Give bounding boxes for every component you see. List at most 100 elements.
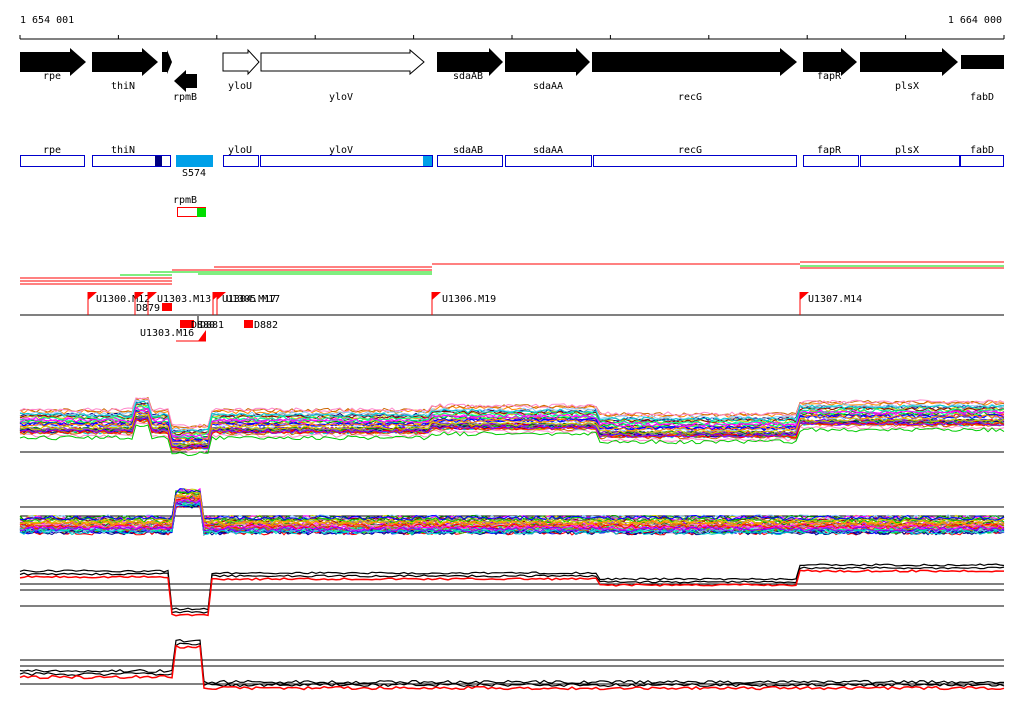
gene-arrow-thiN[interactable]: thiN — [92, 48, 172, 92]
expression-track-1 — [19, 396, 1005, 457]
feature-label-plsX: plsX — [895, 145, 919, 156]
gene-label-fabD: fabD — [970, 92, 994, 103]
feature-box-recG[interactable]: recG — [593, 145, 797, 167]
probe-label: rpmB — [173, 195, 197, 206]
feature-box-fapR[interactable]: fapR — [803, 145, 859, 167]
feature-box-sdaAA[interactable]: sdaAA — [505, 145, 592, 167]
upstream-marker[interactable]: U1305.M17 — [216, 292, 280, 315]
feature-label-sdaAB: sdaAB — [453, 145, 483, 156]
feature-label-thiN: thiN — [111, 145, 135, 156]
gene-label-recG: recG — [678, 92, 702, 103]
signal-trace — [19, 406, 1005, 440]
signal-trace — [19, 413, 1005, 447]
alignment-lines — [20, 261, 1004, 285]
signal-trace — [19, 569, 1004, 617]
gene-label-sdaAB: sdaAB — [453, 71, 483, 82]
upstream-marker[interactable]: U1303.M13 — [134, 292, 211, 315]
gene-label-thiN: thiN — [111, 81, 135, 92]
upstream-marker[interactable]: U1306.M19 — [431, 292, 496, 315]
signal-trace — [19, 417, 1005, 450]
downstream-marker[interactable]: D881 — [197, 316, 224, 331]
feature-label-yloU: yloU — [228, 145, 252, 156]
expression-track-4 — [19, 638, 1005, 691]
downstream-marker-label: D881 — [200, 320, 224, 331]
signal-trace — [19, 400, 1005, 434]
downstream-marker[interactable]: U1303.M16 — [140, 328, 206, 342]
signal-trace — [19, 404, 1005, 435]
feature-label-recG: recG — [678, 145, 702, 156]
signal-trace — [19, 411, 1005, 443]
feature-label-fabD: fabD — [970, 145, 994, 156]
upstream-marker-label: U1305.M17 — [226, 294, 280, 305]
gene-label-rpe: rpe — [43, 71, 61, 82]
signal-trace — [19, 642, 1005, 688]
feature-box-rpe[interactable]: rpe — [20, 145, 85, 167]
probe-feature[interactable]: rpmB — [173, 195, 206, 217]
signal-trace — [19, 493, 1005, 527]
feature-box-plsX[interactable]: plsX — [860, 145, 960, 167]
marker-track: U1300.M12 U1303.M13 U1304.M17 U1305.M17 … — [20, 292, 1004, 342]
end-coordinate: 1 664 000 — [948, 15, 1002, 26]
signal-trace — [19, 399, 1005, 433]
downstream-marker-label: D882 — [254, 320, 278, 331]
feature-box-fabD[interactable]: fabD — [960, 145, 1004, 167]
feature-box-yloU[interactable]: yloU — [223, 145, 259, 167]
gene-label-fapR: fapR — [817, 71, 842, 82]
signal-trace — [19, 499, 1005, 533]
gene-arrow-recG[interactable]: recG — [592, 48, 797, 103]
upstream-marker-label: U1300.M12 — [96, 294, 150, 305]
downstream-marker[interactable]: D879 — [136, 303, 172, 314]
signal-trace — [19, 397, 1005, 429]
signal-trace — [19, 488, 1005, 522]
upstream-marker[interactable]: U1307.M14 — [799, 292, 862, 315]
upstream-marker-label: U1304.M17 — [222, 294, 276, 305]
upstream-marker[interactable]: U1300.M12 — [87, 292, 150, 315]
gene-label-sdaAA: sdaAA — [533, 81, 563, 92]
signal-trace — [19, 563, 1005, 611]
expression-track-2 — [19, 487, 1005, 536]
gene-arrow-fapR[interactable]: fapR — [803, 48, 857, 82]
signal-trace — [19, 396, 1005, 429]
downstream-marker-label: D879 — [136, 303, 160, 314]
feature-box-track: rpe thiN S574 yloU yloV sdaAB sdaAA — [20, 145, 1004, 179]
downstream-marker-label: U1303.M16 — [140, 328, 194, 339]
gene-arrow-yloU[interactable]: yloU — [222, 48, 260, 92]
gene-label-yloV: yloV — [329, 92, 353, 103]
gene-arrow-rpe[interactable]: rpe — [20, 48, 86, 82]
upstream-marker-label: U1307.M14 — [808, 294, 862, 305]
feature-label-fapR: fapR — [817, 145, 842, 156]
feature-label-rpe: rpe — [43, 145, 61, 156]
start-coordinate: 1 654 001 — [20, 15, 74, 26]
gene-arrow-rpmB[interactable]: rpmB — [173, 70, 197, 103]
feature-label-sdaAA: sdaAA — [533, 145, 563, 156]
downstream-marker[interactable]: D880 — [180, 320, 215, 331]
small-rna-label: S574 — [182, 168, 206, 179]
feature-box-sdaAB[interactable]: sdaAB — [437, 145, 503, 167]
gene-arrow-yloV[interactable]: yloV — [260, 48, 425, 103]
gene-arrow-sdaAA[interactable]: sdaAA — [505, 48, 590, 92]
downstream-marker[interactable]: D882 — [244, 320, 278, 331]
signal-trace — [19, 424, 1005, 457]
signal-trace — [19, 644, 1005, 691]
coordinate-ruler — [19, 35, 1005, 40]
gene-label-rpmB: rpmB — [173, 92, 197, 103]
gene-track: rpe thiN rpmB yloU yloV sdaAB sdaAA — [20, 48, 1004, 103]
gene-arrow-sdaAB[interactable]: sdaAB — [437, 48, 503, 82]
feature-label-yloV: yloV — [329, 145, 353, 156]
signal-trace — [19, 499, 1005, 533]
feature-box-thiN[interactable]: thiN — [92, 145, 171, 167]
downstream-marker-label: D880 — [191, 320, 215, 331]
signal-trace — [19, 411, 1005, 444]
expression-track-3 — [19, 563, 1005, 617]
signal-trace — [19, 638, 1004, 685]
gene-label-yloU: yloU — [228, 81, 252, 92]
feature-box-yloV[interactable]: yloV — [260, 145, 433, 167]
signal-trace — [19, 566, 1005, 614]
signal-trace — [19, 397, 1005, 431]
gene-arrow-fabD[interactable]: fabD — [961, 55, 1004, 103]
small-rna-box[interactable]: S574 — [176, 155, 213, 179]
upstream-marker-label: U1306.M19 — [442, 294, 496, 305]
upstream-marker-label: U1303.M13 — [157, 294, 211, 305]
gene-arrow-plsX[interactable]: plsX — [860, 48, 958, 92]
